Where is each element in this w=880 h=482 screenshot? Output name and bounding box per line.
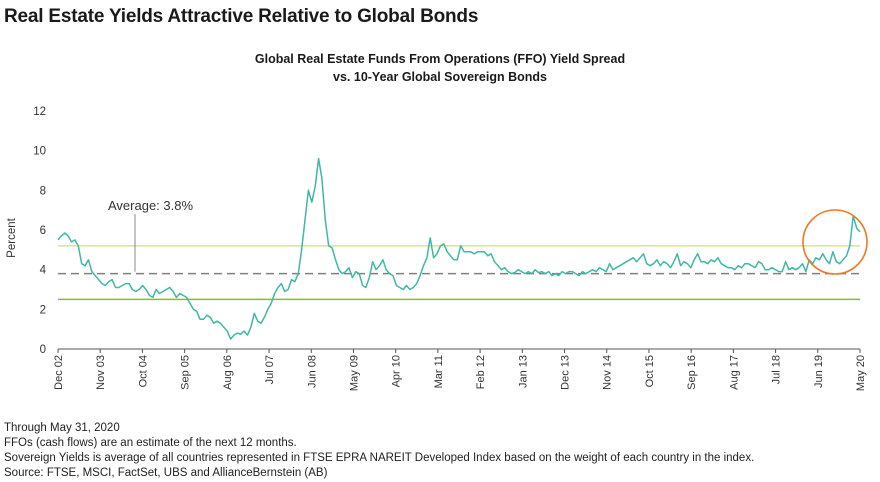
y-tick-label: 10 — [33, 146, 46, 158]
y-tick-label: 8 — [40, 185, 46, 197]
y-tick-label: 6 — [40, 225, 46, 237]
chart-title-line-1: Global Real Estate Funds From Operations… — [254, 52, 626, 66]
footnotes: Through May 31, 2020 FFOs (cash flows) a… — [4, 421, 754, 481]
y-axis-label: Percent — [6, 217, 18, 257]
y-tick-label: 4 — [40, 265, 47, 277]
x-tick-label: Aug 17 — [728, 355, 740, 390]
y-tick-label: 0 — [40, 344, 46, 356]
x-tick-label: Apr 10 — [391, 355, 403, 387]
highlight-circle — [802, 209, 868, 275]
x-tick-label: May 09 — [348, 355, 360, 391]
average-label: Average: 3.8% — [108, 198, 193, 213]
ffo-spread-line — [57, 157, 861, 340]
x-tick-label: Jun 19 — [813, 355, 825, 388]
x-tick-label: Dec 02 — [53, 355, 65, 390]
annotations: Average: 3.8% — [108, 198, 868, 275]
page-title: Real Estate Yields Attractive Relative t… — [4, 6, 479, 27]
x-tick-label: Sep 16 — [686, 355, 698, 390]
x-tick-label: Oct 04 — [137, 355, 149, 387]
x-tick-label: Sep 05 — [180, 355, 192, 390]
x-tick-label: Oct 15 — [644, 355, 656, 387]
footnote-source: Source: FTSE, MSCI, FactSet, UBS and All… — [4, 467, 328, 479]
footnote-sovereign: Sovereign Yields is average of all count… — [4, 452, 755, 464]
x-tick-label: Nov 03 — [95, 355, 107, 390]
x-tick-label: Feb 12 — [475, 355, 487, 389]
x-axis: Dec 02 Nov 03 Oct 04 Sep 05 Aug 06 Jul 07 Jun … — [53, 348, 867, 391]
footnote-ffo: FFOs (cash flows) are an estimate of the… — [4, 437, 297, 449]
x-tick-label: Jul 18 — [771, 355, 783, 384]
series-line — [57, 157, 861, 340]
x-tick-label: Nov 14 — [602, 355, 614, 390]
footnote-date: Through May 31, 2020 — [4, 422, 120, 434]
yield-spread-chart: 0 2 4 6 8 10 12 Percent Dec 02 Nov 03 Oct 04 Sep 0… — [6, 106, 868, 391]
x-tick-label: Jan 13 — [517, 355, 529, 388]
reference-bands — [58, 245, 860, 301]
y-tick-label: 12 — [33, 106, 46, 118]
y-tick-label: 2 — [40, 304, 46, 316]
x-tick-label: Jun 08 — [306, 355, 318, 388]
y-grid-and-ticks: 0 2 4 6 8 10 12 Percent — [6, 106, 47, 356]
x-tick-label: Dec 13 — [560, 355, 572, 390]
chart-title-line-2: vs. 10-Year Global Sovereign Bonds — [333, 70, 547, 84]
x-tick-label: May 20 — [855, 355, 867, 391]
chart-title: Global Real Estate Funds From Operations… — [200, 50, 680, 86]
x-tick-label: Jul 07 — [264, 355, 276, 384]
x-tick-label: Aug 06 — [222, 355, 234, 390]
x-tick-label: Mar 11 — [433, 355, 445, 388]
